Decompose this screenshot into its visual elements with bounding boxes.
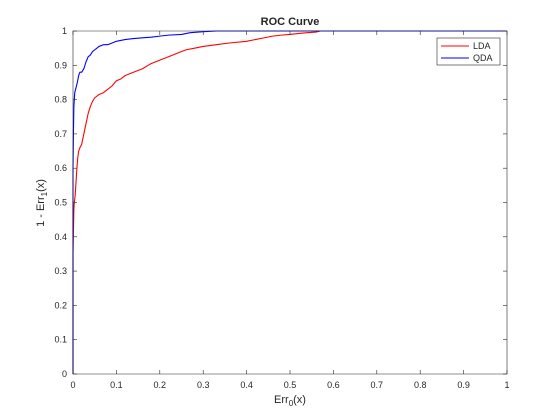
plot-area: [73, 31, 507, 374]
y-tick-label: 0.3: [54, 266, 67, 276]
y-axis-label-sub: 1: [40, 191, 49, 196]
x-axis-label-tail: (x): [293, 394, 306, 406]
x-tick-label: 0.3: [197, 380, 210, 390]
y-axis-label: 1 - Err1(x): [35, 179, 49, 227]
x-tick-label: 0.7: [371, 380, 384, 390]
x-tick-label: 0.4: [240, 380, 253, 390]
x-tick-label: 0.6: [327, 380, 340, 390]
x-tick-label: 0.5: [284, 380, 297, 390]
y-axis-label-tail: (x): [35, 179, 47, 192]
x-tick-label: 1: [504, 380, 509, 390]
legend: LDA QDA: [436, 37, 501, 66]
ticks-layer: 0 0.1 0.2 0.3 0.4 0.5 0.6 0.7 0.8 0.9 1 0 0.1 0.2 0.3 0…: [54, 26, 509, 390]
x-tick-label: 0.9: [457, 380, 470, 390]
legend-label-lda: LDA: [473, 41, 491, 51]
x-tick-label: 0.1: [110, 380, 123, 390]
x-tick-label: 0.8: [414, 380, 427, 390]
chart-title: ROC Curve: [261, 16, 320, 28]
legend-label-qda: QDA: [473, 53, 493, 63]
x-tick-label: 0: [70, 380, 75, 390]
y-tick-label: 0.6: [54, 163, 67, 173]
y-tick-label: 0.7: [54, 129, 67, 139]
series-line-lda: [72, 30, 507, 374]
y-axis-label-main: 1 - Err: [35, 196, 47, 227]
y-tick-label: 0.4: [54, 232, 67, 242]
y-tick-label: 0: [62, 369, 67, 379]
legend-box: [436, 37, 501, 66]
y-tick-label: 0.5: [54, 198, 67, 208]
x-axis-label-sub: 0: [289, 399, 294, 408]
x-axis-label: Err0(x): [274, 394, 306, 408]
y-tick-label: 1: [62, 26, 67, 36]
x-tick-label: 0.2: [154, 380, 167, 390]
y-tick-label: 0.9: [54, 60, 67, 70]
y-tick-label: 0.8: [54, 95, 67, 105]
y-tick-label: 0.2: [54, 300, 67, 310]
y-tick-label: 0.1: [54, 335, 67, 345]
x-axis-label-main: Err: [274, 394, 289, 406]
